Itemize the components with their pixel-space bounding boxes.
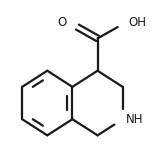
Text: NH: NH <box>125 113 143 126</box>
Text: O: O <box>58 16 67 29</box>
Text: OH: OH <box>128 16 146 29</box>
